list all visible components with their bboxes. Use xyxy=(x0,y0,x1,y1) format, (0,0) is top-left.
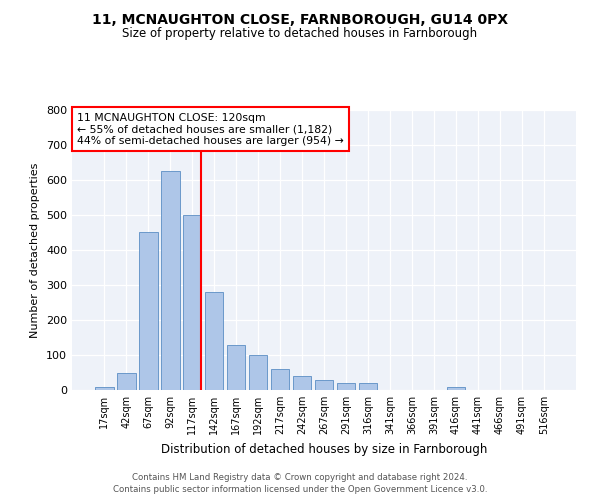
Text: Size of property relative to detached houses in Farnborough: Size of property relative to detached ho… xyxy=(122,28,478,40)
Bar xyxy=(161,171,179,390)
Bar xyxy=(139,232,158,390)
Bar xyxy=(117,372,136,390)
Bar xyxy=(337,383,355,390)
Text: Contains HM Land Registry data © Crown copyright and database right 2024.: Contains HM Land Registry data © Crown c… xyxy=(132,474,468,482)
Bar xyxy=(293,376,311,390)
Bar xyxy=(359,383,377,390)
Text: Contains public sector information licensed under the Open Government Licence v3: Contains public sector information licen… xyxy=(113,485,487,494)
Bar xyxy=(446,387,465,390)
Text: 11, MCNAUGHTON CLOSE, FARNBOROUGH, GU14 0PX: 11, MCNAUGHTON CLOSE, FARNBOROUGH, GU14 … xyxy=(92,12,508,26)
Bar xyxy=(95,386,113,390)
Y-axis label: Number of detached properties: Number of detached properties xyxy=(31,162,40,338)
Bar xyxy=(205,292,223,390)
Bar xyxy=(271,369,289,390)
Text: 11 MCNAUGHTON CLOSE: 120sqm
← 55% of detached houses are smaller (1,182)
44% of : 11 MCNAUGHTON CLOSE: 120sqm ← 55% of det… xyxy=(77,113,344,146)
X-axis label: Distribution of detached houses by size in Farnborough: Distribution of detached houses by size … xyxy=(161,442,487,456)
Bar xyxy=(249,355,268,390)
Bar xyxy=(183,215,202,390)
Bar xyxy=(227,344,245,390)
Bar xyxy=(314,380,334,390)
